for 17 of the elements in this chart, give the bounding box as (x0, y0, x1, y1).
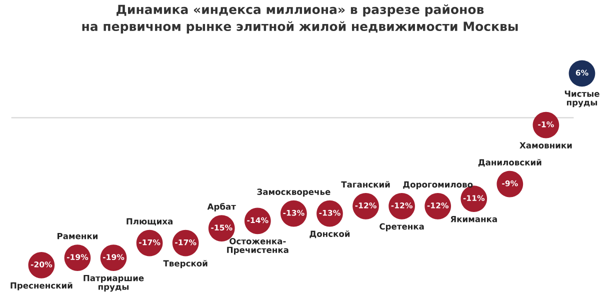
x-tick-label: Дорогомилово (403, 181, 473, 190)
x-tick-label: Раменки (58, 233, 98, 240)
x-tick-label: Чистые пруды (564, 90, 600, 108)
x-tick-label: Тверской (163, 260, 208, 268)
x-tick-label: Арбат (207, 202, 236, 212)
x-tick-label: Замоскворечье (257, 188, 330, 197)
x-tick-label: Хамовники (520, 142, 572, 148)
x-tick-label: Плющиха (126, 218, 173, 226)
x-tick-label: Пресненский (10, 282, 72, 290)
x-tick-label: Сретенка (380, 223, 424, 232)
x-tick-label: Даниловский (478, 158, 542, 167)
x-tick-label: Патриаршие пруды (84, 275, 144, 292)
x-tick-label: Таганский (341, 181, 390, 188)
x-tick-label: Якиманка (450, 216, 497, 222)
x-tick-label: Донской (310, 230, 350, 238)
chart-title: Динамика «индекса миллиона» в разрезе районов на первичном рынке элитной жилой недвижимости Москвы (82, 4, 518, 34)
x-tick-label: Остоженка-Пречистенка (227, 238, 288, 255)
